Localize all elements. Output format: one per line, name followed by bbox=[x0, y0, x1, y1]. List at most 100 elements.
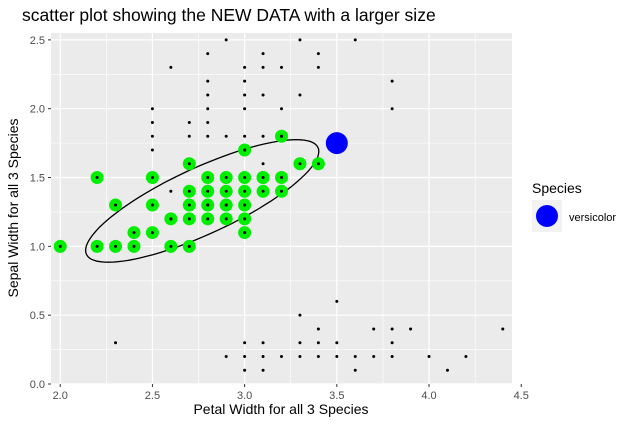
all-species-point bbox=[206, 217, 210, 221]
all-species-point bbox=[372, 354, 376, 358]
all-species-point bbox=[224, 176, 228, 180]
all-species-point bbox=[464, 354, 468, 358]
all-species-point bbox=[261, 354, 265, 358]
all-species-point bbox=[206, 134, 210, 138]
all-species-point bbox=[169, 189, 173, 193]
all-species-point bbox=[224, 354, 228, 358]
all-species-point bbox=[280, 134, 283, 138]
y-tick-label: 0.0 bbox=[30, 379, 45, 391]
all-species-point bbox=[132, 231, 136, 235]
all-species-point bbox=[280, 176, 283, 180]
all-species-point bbox=[224, 189, 228, 193]
all-species-point bbox=[261, 162, 265, 166]
all-species-point bbox=[224, 203, 228, 207]
all-species-point bbox=[150, 134, 154, 138]
all-species-point bbox=[390, 327, 394, 331]
all-species-point bbox=[206, 120, 210, 124]
x-tick-label: 2.5 bbox=[145, 390, 160, 402]
all-species-point bbox=[206, 176, 210, 180]
all-species-point bbox=[280, 65, 283, 69]
all-species-point bbox=[427, 354, 431, 358]
y-axis-label: Sepal Width for all 3 Species bbox=[5, 119, 21, 298]
all-species-point bbox=[316, 354, 320, 358]
all-species-point bbox=[335, 341, 339, 345]
all-species-point bbox=[150, 120, 154, 124]
all-species-point bbox=[224, 134, 228, 138]
all-species-point bbox=[243, 341, 247, 345]
all-species-point bbox=[501, 327, 505, 331]
all-species-point bbox=[206, 189, 210, 193]
all-species-point bbox=[261, 368, 265, 372]
all-species-point bbox=[150, 176, 154, 180]
y-tick-label: 1.0 bbox=[30, 241, 45, 253]
x-axis-label: Petal Width for all 3 Species bbox=[193, 401, 368, 417]
all-species-point bbox=[316, 341, 320, 345]
all-species-point bbox=[261, 176, 265, 180]
all-species-point bbox=[298, 162, 302, 166]
all-species-point bbox=[114, 244, 118, 248]
all-species-point bbox=[95, 244, 99, 248]
all-species-point bbox=[243, 203, 247, 207]
all-species-point bbox=[390, 341, 394, 345]
all-species-point bbox=[390, 354, 394, 358]
all-species-point bbox=[169, 65, 173, 69]
all-species-point bbox=[114, 203, 118, 207]
minor-gridlines bbox=[51, 33, 512, 384]
all-species-point bbox=[95, 176, 99, 180]
chart-title: scatter plot showing the NEW DATA with a… bbox=[22, 5, 436, 25]
all-species-point bbox=[261, 65, 265, 69]
x-tick-label: 3.0 bbox=[237, 390, 252, 402]
all-species-point bbox=[280, 189, 283, 193]
all-species-point bbox=[243, 148, 247, 152]
all-species-point bbox=[187, 244, 191, 248]
all-species-point bbox=[206, 107, 210, 111]
all-species-point bbox=[187, 162, 191, 166]
all-species-point bbox=[280, 354, 283, 358]
all-species-point bbox=[243, 134, 247, 138]
all-species-point bbox=[150, 203, 154, 207]
all-species-point bbox=[353, 368, 357, 372]
all-species-point bbox=[243, 231, 247, 235]
all-species-point bbox=[243, 93, 247, 97]
all-species-point bbox=[243, 79, 247, 83]
all-species-point bbox=[206, 52, 210, 56]
all-species-point bbox=[335, 354, 339, 358]
all-species-point bbox=[169, 217, 173, 221]
new-data-point bbox=[325, 132, 348, 155]
x-tick-label: 4.5 bbox=[514, 390, 529, 402]
all-species-point bbox=[206, 93, 210, 97]
y-tick-label: 0.5 bbox=[30, 310, 45, 322]
all-species-point bbox=[390, 79, 394, 83]
all-species-point bbox=[187, 203, 191, 207]
all-species-point bbox=[243, 217, 247, 221]
all-species-point bbox=[224, 38, 228, 42]
y-tick-label: 2.0 bbox=[30, 104, 45, 116]
all-species-point bbox=[114, 341, 118, 345]
all-species-point bbox=[187, 134, 191, 138]
all-species-point bbox=[353, 38, 357, 42]
all-species-point bbox=[243, 176, 247, 180]
all-species-point bbox=[261, 134, 265, 138]
all-species-point bbox=[316, 162, 320, 166]
major-gridlines bbox=[51, 33, 522, 385]
all-species-point bbox=[132, 244, 136, 248]
all-species-point bbox=[58, 244, 62, 248]
all-species-point bbox=[187, 189, 191, 193]
all-species-point bbox=[298, 38, 302, 42]
all-species-point bbox=[206, 203, 210, 207]
x-tick-label: 3.5 bbox=[329, 390, 344, 402]
x-tick-label: 4.0 bbox=[421, 390, 436, 402]
all-species-point bbox=[298, 313, 302, 317]
legend-label-versicolor: versicolor bbox=[569, 212, 616, 224]
all-species-point bbox=[298, 341, 302, 345]
all-species-point bbox=[316, 52, 320, 56]
all-species-point bbox=[150, 231, 154, 235]
all-species-point bbox=[243, 354, 247, 358]
all-species-point bbox=[224, 217, 228, 221]
all-species-point bbox=[243, 107, 247, 111]
plot-panel bbox=[51, 33, 512, 384]
all-species-point bbox=[353, 354, 357, 358]
all-species-point bbox=[280, 107, 283, 111]
legend: Species versicolor bbox=[532, 180, 616, 232]
